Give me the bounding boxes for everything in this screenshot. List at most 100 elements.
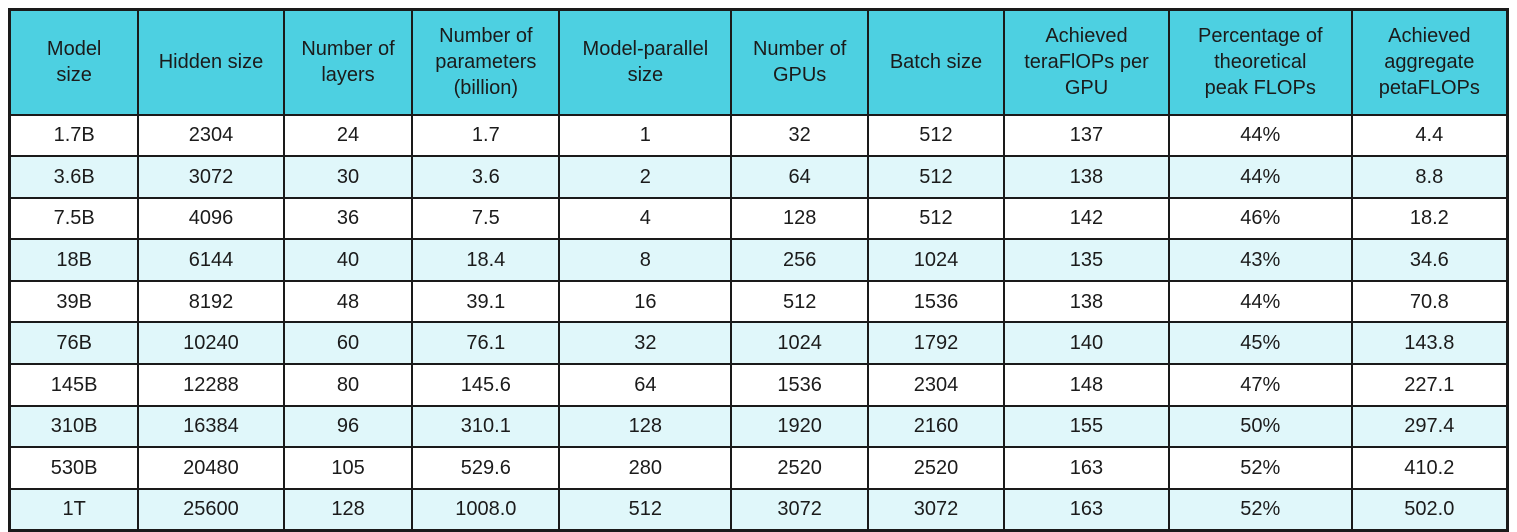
table-cell: 512 xyxy=(866,155,1006,199)
table-cell: 148 xyxy=(1003,363,1170,407)
column-header: Model size xyxy=(8,8,140,116)
table-cell: 1024 xyxy=(866,238,1006,282)
table-cell: 32 xyxy=(730,113,869,158)
table-cell: 96 xyxy=(282,404,414,449)
table-cell: 25600 xyxy=(137,487,285,532)
table-row: 145B 12288 80 145.6 64 1536 2304 148 47% 227.1 xyxy=(8,363,1509,407)
table-cell: 34.6 xyxy=(1350,238,1509,282)
table-cell: 16 xyxy=(558,279,733,324)
table-row: 76B 10240 60 76.1 32 1024 1792 140 45% 143.8 xyxy=(8,321,1509,366)
table-cell: 40 xyxy=(282,238,414,282)
table-cell: 39.1 xyxy=(411,279,561,324)
table-cell: 512 xyxy=(730,279,869,324)
column-header: Percentage of theoretical peak FLOPs xyxy=(1167,8,1353,116)
table-cell: 310B xyxy=(8,404,140,449)
table-cell: 142 xyxy=(1003,196,1170,241)
table-cell: 50% xyxy=(1167,404,1353,449)
table-cell: 44% xyxy=(1167,155,1353,199)
table-cell: 18.2 xyxy=(1350,196,1509,241)
table-cell: 105 xyxy=(282,446,414,490)
table-cell: 502.0 xyxy=(1350,487,1509,532)
table-row: 530B 20480 105 529.6 280 2520 2520 163 52% 410.2 xyxy=(8,446,1509,490)
table-cell: 12288 xyxy=(137,363,285,407)
column-header: Hidden size xyxy=(137,8,285,116)
table-cell: 7.5B xyxy=(8,196,140,241)
table-cell: 10240 xyxy=(137,321,285,366)
table-cell: 512 xyxy=(866,113,1006,158)
table-cell: 36 xyxy=(282,196,414,241)
table-cell: 3072 xyxy=(137,155,285,199)
table-cell: 6144 xyxy=(137,238,285,282)
table-cell: 48 xyxy=(282,279,414,324)
table-cell: 145.6 xyxy=(411,363,561,407)
table-cell: 155 xyxy=(1003,404,1170,449)
table-cell: 76B xyxy=(8,321,140,366)
table-row: 18B 6144 40 18.4 8 256 1024 135 43% 34.6 xyxy=(8,238,1509,282)
column-header: Number of layers xyxy=(282,8,414,116)
table-cell: 39B xyxy=(8,279,140,324)
table-cell: 2304 xyxy=(137,113,285,158)
table-cell: 1.7B xyxy=(8,113,140,158)
table-cell: 2520 xyxy=(730,446,869,490)
table-cell: 3072 xyxy=(730,487,869,532)
table-cell: 1008.0 xyxy=(411,487,561,532)
table-cell: 135 xyxy=(1003,238,1170,282)
table-cell: 3.6B xyxy=(8,155,140,199)
table-row: 310B 16384 96 310.1 128 1920 2160 155 50% 297.4 xyxy=(8,404,1509,449)
table-cell: 227.1 xyxy=(1350,363,1509,407)
column-header: Achieved aggregate petaFLOPs xyxy=(1350,8,1509,116)
table-cell: 145B xyxy=(8,363,140,407)
table-cell: 530B xyxy=(8,446,140,490)
column-header: Model-parallel size xyxy=(558,8,733,116)
table-row: 3.6B 3072 30 3.6 2 64 512 138 44% 8.8 xyxy=(8,155,1509,199)
table-row: 7.5B 4096 36 7.5 4 128 512 142 46% 18.2 xyxy=(8,196,1509,241)
column-header: Number of GPUs xyxy=(730,8,869,116)
table-cell: 1024 xyxy=(730,321,869,366)
table-cell: 4 xyxy=(558,196,733,241)
table-cell: 163 xyxy=(1003,446,1170,490)
table-cell: 128 xyxy=(558,404,733,449)
table-row: 1.7B 2304 24 1.7 1 32 512 137 44% 4.4 xyxy=(8,113,1509,158)
table-cell: 18.4 xyxy=(411,238,561,282)
table-cell: 1920 xyxy=(730,404,869,449)
table-cell: 80 xyxy=(282,363,414,407)
table-cell: 16384 xyxy=(137,404,285,449)
table-cell: 52% xyxy=(1167,487,1353,532)
table-cell: 1536 xyxy=(866,279,1006,324)
table-cell: 297.4 xyxy=(1350,404,1509,449)
table-cell: 2 xyxy=(558,155,733,199)
table-row: 1T 25600 128 1008.0 512 3072 3072 163 52% 502.0 xyxy=(8,487,1509,532)
column-header: Number of parameters (billion) xyxy=(411,8,561,116)
table-cell: 47% xyxy=(1167,363,1353,407)
table-cell: 138 xyxy=(1003,155,1170,199)
table-cell: 3072 xyxy=(866,487,1006,532)
table-cell: 8 xyxy=(558,238,733,282)
table-cell: 1T xyxy=(8,487,140,532)
header-row: Model size Hidden size Number of layers Num… xyxy=(8,8,1509,116)
table-cell: 529.6 xyxy=(411,446,561,490)
table-cell: 20480 xyxy=(137,446,285,490)
table-cell: 128 xyxy=(282,487,414,532)
table-cell: 60 xyxy=(282,321,414,366)
table-cell: 1536 xyxy=(730,363,869,407)
table-cell: 137 xyxy=(1003,113,1170,158)
table-cell: 45% xyxy=(1167,321,1353,366)
table-cell: 280 xyxy=(558,446,733,490)
table-cell: 140 xyxy=(1003,321,1170,366)
table-cell: 4.4 xyxy=(1350,113,1509,158)
table-cell: 8192 xyxy=(137,279,285,324)
table-cell: 64 xyxy=(558,363,733,407)
table-cell: 3.6 xyxy=(411,155,561,199)
table-cell: 46% xyxy=(1167,196,1353,241)
table-cell: 4096 xyxy=(137,196,285,241)
table-cell: 163 xyxy=(1003,487,1170,532)
table-cell: 143.8 xyxy=(1350,321,1509,366)
table-cell: 512 xyxy=(558,487,733,532)
table-row: 39B 8192 48 39.1 16 512 1536 138 44% 70.8 xyxy=(8,279,1509,324)
table-cell: 44% xyxy=(1167,113,1353,158)
table-cell: 32 xyxy=(558,321,733,366)
table-cell: 1.7 xyxy=(411,113,561,158)
table-cell: 8.8 xyxy=(1350,155,1509,199)
table-cell: 1792 xyxy=(866,321,1006,366)
